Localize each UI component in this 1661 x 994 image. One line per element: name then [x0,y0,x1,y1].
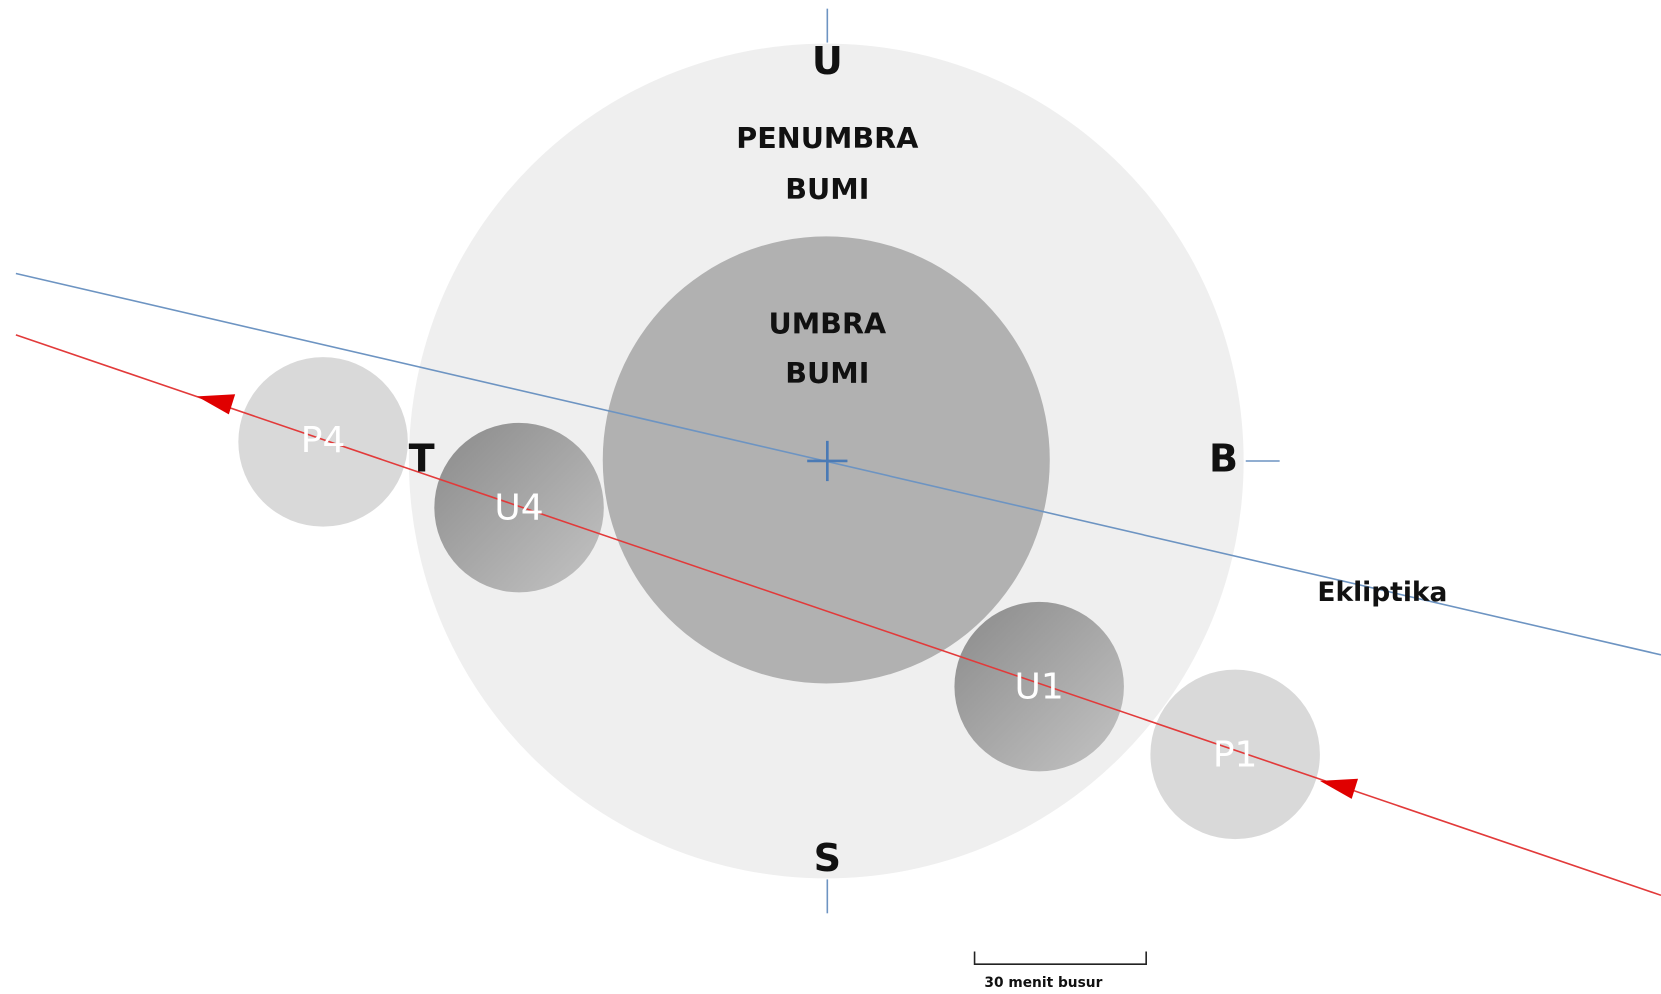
west-label: B [1209,436,1238,480]
scale-label: 30 menit busur [984,975,1102,991]
moon-label: U1 [1015,667,1064,708]
umbra-label: BUMI [785,356,869,390]
moon-label: P1 [1213,735,1258,776]
east-label: T [409,436,435,480]
moon-label: P4 [301,420,346,461]
penumbra-label: BUMI [785,172,869,206]
south-label: S [814,836,841,880]
path-arrow [197,394,235,414]
north-label: U [812,39,843,83]
penumbra-label: PENUMBRA [736,121,918,155]
umbra-label: UMBRA [769,306,887,340]
eclipse-diagram: U S T B PENUMBRA BUMI UMBRA BUMI P4 U4 U… [0,0,1661,994]
moon-label: U4 [494,488,543,529]
page: U S T B PENUMBRA BUMI UMBRA BUMI P4 U4 U… [0,0,1661,994]
scale-bar [975,951,1147,964]
ecliptic-label: Ekliptika [1317,577,1447,608]
path-arrow [1320,779,1358,799]
